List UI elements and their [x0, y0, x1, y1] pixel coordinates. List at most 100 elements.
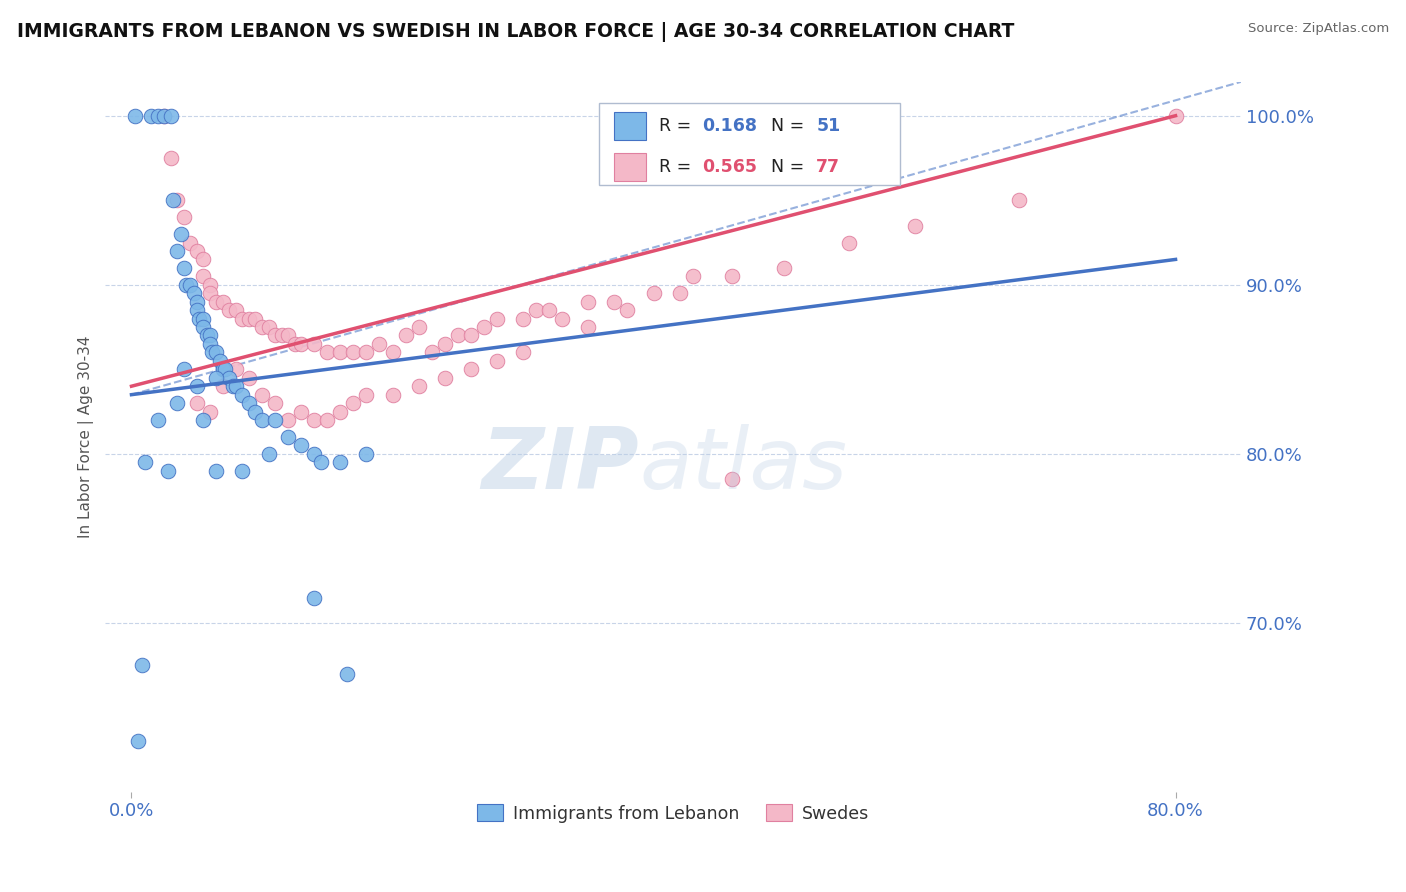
Point	[381, 387, 404, 401]
Point	[222, 379, 245, 393]
Point	[682, 269, 704, 284]
Point	[394, 328, 416, 343]
Point	[721, 269, 744, 284]
Point	[512, 345, 534, 359]
Point	[193, 320, 215, 334]
Point	[173, 210, 195, 224]
Point	[211, 379, 233, 393]
Point	[616, 303, 638, 318]
Point	[173, 362, 195, 376]
Point	[205, 294, 228, 309]
Point	[903, 219, 925, 233]
Point	[368, 337, 391, 351]
Point	[309, 455, 332, 469]
Text: 77: 77	[815, 158, 841, 176]
Point	[485, 311, 508, 326]
Point	[186, 244, 208, 258]
Point	[211, 294, 233, 309]
Point	[433, 371, 456, 385]
Point	[356, 345, 378, 359]
Point	[238, 371, 260, 385]
Point	[250, 320, 273, 334]
Text: R =: R =	[659, 117, 697, 135]
Point	[198, 328, 221, 343]
Point	[205, 371, 228, 385]
Point	[576, 320, 599, 334]
Point	[198, 337, 221, 351]
Point	[329, 345, 352, 359]
Point	[211, 362, 233, 376]
Point	[179, 235, 201, 250]
Text: 51: 51	[815, 117, 841, 135]
Point	[179, 277, 201, 292]
Point	[134, 455, 156, 469]
Point	[186, 294, 208, 309]
Point	[146, 109, 169, 123]
Point	[173, 260, 195, 275]
Point	[257, 447, 280, 461]
Text: 0.168: 0.168	[703, 117, 758, 135]
Point	[336, 666, 359, 681]
Point	[277, 430, 299, 444]
Point	[603, 294, 626, 309]
Point	[127, 734, 149, 748]
Point	[460, 362, 482, 376]
Point	[381, 345, 404, 359]
Point	[433, 337, 456, 351]
Point	[524, 303, 547, 318]
Point	[838, 235, 860, 250]
Point	[186, 396, 208, 410]
Point	[277, 413, 299, 427]
Point	[264, 413, 287, 427]
Point	[159, 151, 181, 165]
Point	[643, 286, 665, 301]
Legend: Immigrants from Lebanon, Swedes: Immigrants from Lebanon, Swedes	[470, 797, 876, 830]
Point	[420, 345, 443, 359]
Point	[193, 311, 215, 326]
Point	[166, 193, 188, 207]
Point	[225, 303, 247, 318]
Point	[225, 379, 247, 393]
Point	[264, 328, 287, 343]
Point	[408, 320, 430, 334]
Point	[193, 252, 215, 267]
Point	[302, 413, 325, 427]
Point	[176, 277, 198, 292]
Point	[201, 345, 224, 359]
Point	[342, 345, 364, 359]
Point	[1008, 193, 1031, 207]
Point	[538, 303, 561, 318]
Point	[159, 109, 181, 123]
Point	[245, 311, 267, 326]
Text: R =: R =	[659, 158, 697, 176]
Text: ZIP: ZIP	[481, 424, 640, 507]
Point	[186, 379, 208, 393]
Point	[198, 286, 221, 301]
Point	[329, 455, 352, 469]
Point	[131, 658, 153, 673]
Point	[205, 345, 228, 359]
Point	[356, 447, 378, 461]
Point	[472, 320, 495, 334]
Point	[257, 320, 280, 334]
Point	[193, 413, 215, 427]
FancyBboxPatch shape	[614, 112, 645, 140]
Point	[238, 311, 260, 326]
Point	[485, 354, 508, 368]
Text: atlas: atlas	[640, 424, 846, 507]
Point	[218, 303, 240, 318]
Point	[183, 286, 205, 301]
Point	[139, 109, 162, 123]
Text: IMMIGRANTS FROM LEBANON VS SWEDISH IN LABOR FORCE | AGE 30-34 CORRELATION CHART: IMMIGRANTS FROM LEBANON VS SWEDISH IN LA…	[17, 22, 1014, 42]
Point	[270, 328, 292, 343]
Point	[218, 371, 240, 385]
Point	[124, 109, 146, 123]
Point	[170, 227, 193, 241]
Point	[316, 413, 339, 427]
Point	[302, 447, 325, 461]
Point	[225, 362, 247, 376]
Point	[195, 328, 218, 343]
Point	[447, 328, 470, 343]
Point	[211, 362, 233, 376]
Text: N =: N =	[770, 117, 810, 135]
